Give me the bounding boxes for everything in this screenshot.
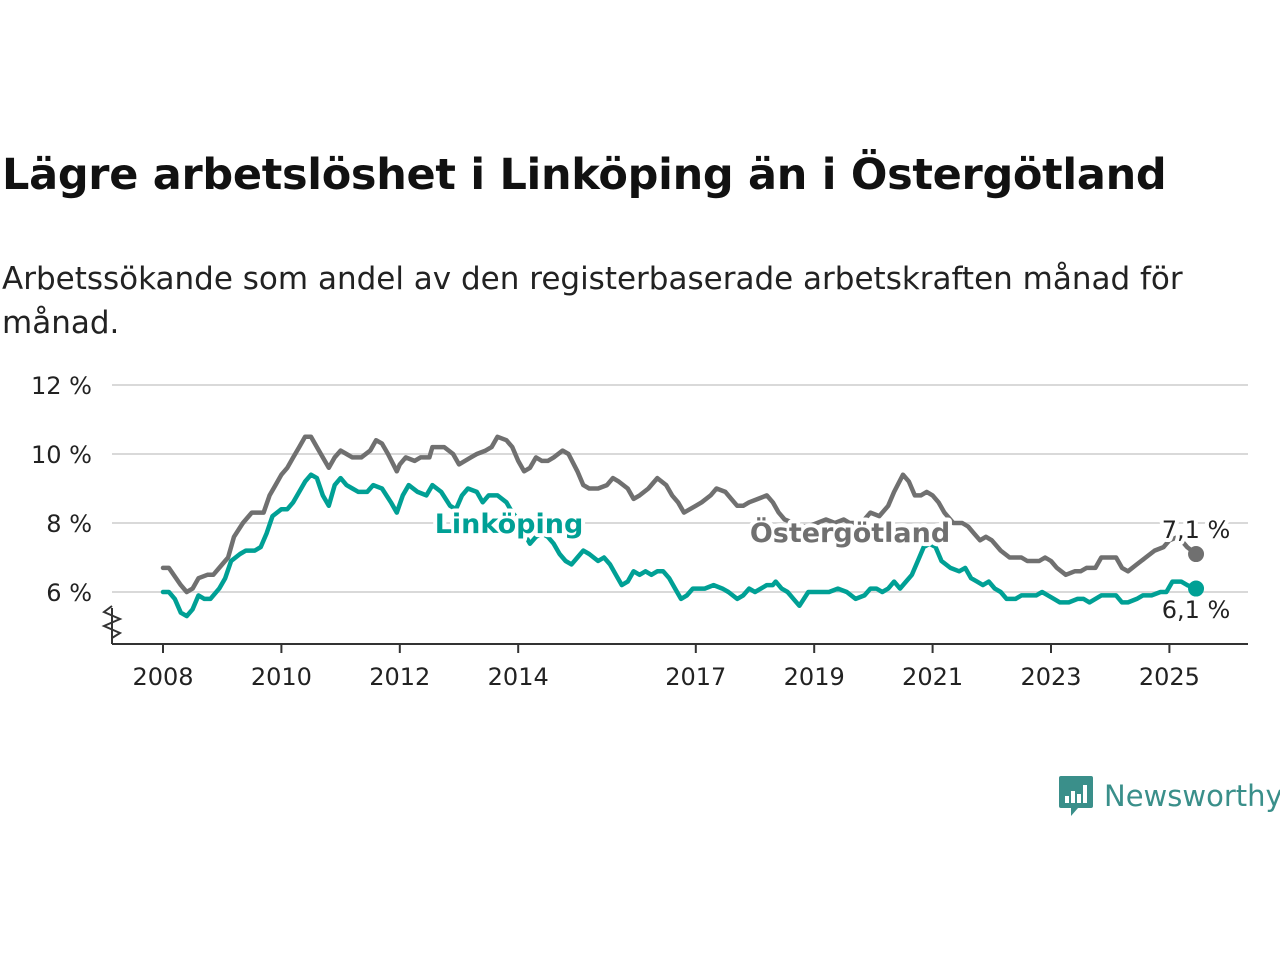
newsworthy-brand: Newsworthy <box>1058 773 1280 819</box>
x-axis: 2008 2010 2012 2014 2017 2019 2021 2023 2025 <box>112 643 1248 691</box>
x-tick-label: 2019 <box>784 663 845 691</box>
gridlines <box>112 384 1248 593</box>
brand-name: Newsworthy <box>1104 779 1280 813</box>
chart-title: Lägre arbetslöshet i Linköping än i Öste… <box>2 150 1167 200</box>
end-point-linkoping <box>1188 580 1205 597</box>
series-line-linkoping <box>160 472 1199 619</box>
newsworthy-logo-icon <box>1059 776 1093 816</box>
end-point-ostergotland <box>1188 546 1205 563</box>
x-tick-label: 2008 <box>132 663 193 691</box>
x-tick-label: 2025 <box>1139 663 1200 691</box>
x-tick-label: 2021 <box>902 663 963 691</box>
end-label-linkoping-halo: 6,1 % <box>1162 596 1231 624</box>
x-tick-label: 2023 <box>1020 663 1081 691</box>
end-label-ostergotland: 7,1 % <box>1162 516 1231 544</box>
series-lines <box>160 434 1205 619</box>
y-tick-label: 8 % <box>46 510 92 538</box>
series-label-linkoping: Linköping <box>435 509 584 540</box>
x-tick-label: 2010 <box>251 663 312 691</box>
y-tick-label: 6 % <box>46 579 92 607</box>
x-tick-label: 2014 <box>488 663 549 691</box>
axis-break-icon <box>101 605 123 639</box>
y-tick-label: 10 % <box>31 441 92 469</box>
end-label-linkoping: 6,1 % <box>1162 596 1231 624</box>
series-label-ostergotland: Östergötland <box>750 516 950 549</box>
end-label-ostergotland-halo: 7,1 % <box>1162 516 1231 544</box>
y-tick-label: 12 % <box>31 372 92 400</box>
series-line-ostergotland <box>160 434 1199 595</box>
y-axis: 6 % 8 % 10 % 12 % <box>31 372 123 644</box>
series-label-linkoping-halo: Linköping <box>435 509 584 540</box>
chart-subtitle: Arbetssökande som andel av den registerb… <box>2 261 1183 341</box>
series-label-ostergotland-halo: Östergötland <box>750 516 950 549</box>
x-tick-label: 2012 <box>369 663 430 691</box>
x-tick-label: 2017 <box>665 663 726 691</box>
